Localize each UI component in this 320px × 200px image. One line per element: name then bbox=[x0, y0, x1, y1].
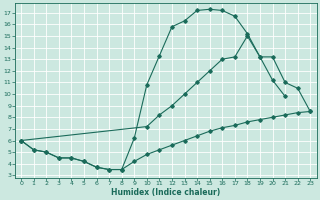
X-axis label: Humidex (Indice chaleur): Humidex (Indice chaleur) bbox=[111, 188, 220, 197]
